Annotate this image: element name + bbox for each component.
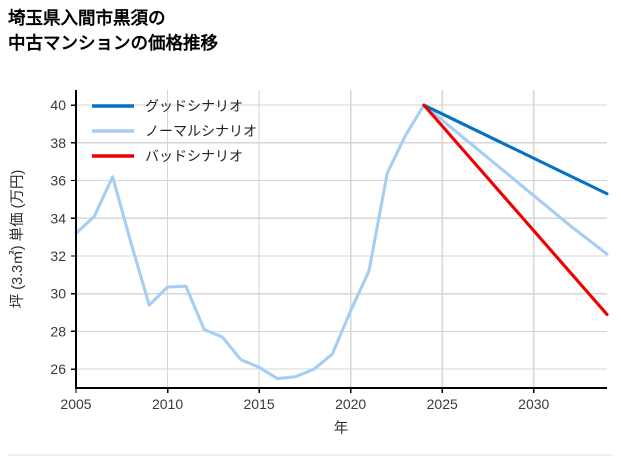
axis-spine-path [74, 90, 607, 390]
gridlines [75, 90, 607, 388]
data-series-group [74, 103, 609, 381]
y-tick-label: 32 [50, 248, 66, 264]
x-tick-label: 2005 [60, 396, 91, 412]
legend-label: バッドシナリオ [145, 148, 243, 164]
y-tick-label: 28 [50, 323, 66, 339]
y-axis-title: 坪 (3.3㎡) 単価 (万円) [9, 170, 26, 309]
y-tick-label: 30 [50, 286, 66, 302]
chart-title-line-1: 埼玉県入間市黒須の [8, 8, 166, 28]
y-tick-label: 34 [50, 210, 66, 226]
x-axis-tick-labels: 2005 2010 2015 2020 2025 2030 [60, 396, 549, 412]
legend-label: ノーマルシナリオ [145, 123, 257, 139]
axis-spines [74, 90, 607, 390]
series-line-bad [422, 103, 609, 316]
x-tick-label: 2015 [244, 396, 275, 412]
x-tick-label: 2010 [152, 396, 183, 412]
x-axis-title: 年 [334, 420, 349, 437]
x-tick-label: 2025 [427, 396, 458, 412]
y-axis-tick-labels: 26 28 30 32 34 36 38 40 [50, 97, 66, 377]
chart-title-line-2: 中古マンションの価格推移 [8, 33, 218, 53]
x-tick-label: 2030 [518, 396, 549, 412]
x-tick-label: 2020 [335, 396, 366, 412]
y-tick-label: 38 [50, 135, 66, 151]
chart-title: 埼玉県入間市黒須の 中古マンションの価格推移 [8, 6, 428, 56]
series-line-good [422, 103, 609, 196]
y-tick-label: 26 [50, 361, 66, 377]
y-tick-label: 40 [50, 97, 66, 113]
legend-label: グッドシナリオ [145, 98, 243, 114]
series-line-normal [74, 103, 609, 381]
y-tick-label: 36 [50, 173, 66, 189]
tick-marks [71, 104, 535, 393]
